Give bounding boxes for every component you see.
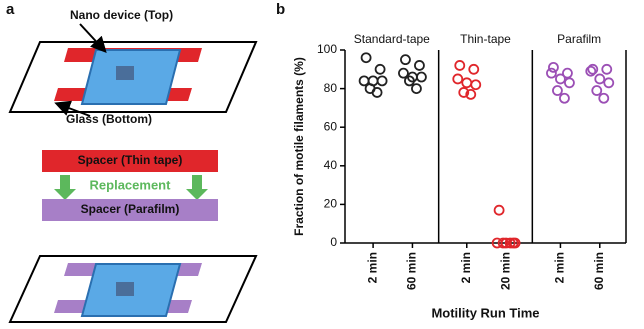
point [546,67,557,79]
point [601,63,613,75]
label: Spacer (Thin tape) [78,153,183,167]
point [594,73,606,85]
x-axis-label: Motility Run Time [431,305,539,320]
x-tick-label: 20 min [498,252,512,290]
y-tick-label: 80 [324,81,338,95]
point [493,204,505,216]
point [465,88,477,100]
x-tick-label: 60 min [592,252,606,290]
panel-label: b [276,1,285,18]
y-axis-label: Fraction of motile filaments (%) [292,57,306,236]
label: Nano device (Top) [70,8,173,22]
point [404,75,415,87]
x-tick-label: 2 min [553,252,567,283]
point [470,79,482,91]
point [374,63,386,75]
point [461,77,473,89]
point [458,87,470,98]
point [548,61,559,73]
point [504,237,516,249]
group-label: Standard-tape [354,32,430,46]
point [562,67,573,79]
point [454,60,466,71]
y-tick-label: 0 [330,235,337,249]
label: Replacement [90,177,172,192]
arrow [79,23,107,53]
point [414,60,425,71]
group-label: Thin-tape [460,32,511,46]
x-tick-label: 2 min [365,252,379,283]
point [555,73,566,85]
spacer [42,199,218,221]
label: Spacer (Parafilm) [81,202,180,216]
device-center [116,282,134,296]
x-tick-label: 60 min [405,252,419,290]
panel-label: a [6,1,15,18]
point [400,54,411,66]
point [452,73,464,85]
label: Glass (Bottom) [66,112,152,126]
point [509,237,521,249]
point [564,77,575,89]
point [376,75,388,87]
point [497,237,509,249]
arrow [54,175,76,200]
point [416,71,427,83]
point [603,77,615,89]
point [468,63,480,75]
point [360,52,372,64]
point [587,63,599,75]
device-center [116,66,134,80]
point [398,67,409,79]
point [411,83,422,94]
y-tick-label: 20 [324,197,338,211]
arrow [54,100,91,117]
point [371,87,383,98]
group-label: Parafilm [557,32,601,46]
point [591,85,603,96]
point [598,92,610,104]
x-tick-label: 2 min [459,252,473,283]
y-tick-label: 100 [317,42,337,56]
spacer [42,150,218,172]
point [552,85,563,96]
point [559,92,570,104]
y-tick-label: 40 [324,158,338,172]
arrow [186,175,208,200]
y-tick-label: 60 [324,119,338,133]
point [585,65,597,77]
